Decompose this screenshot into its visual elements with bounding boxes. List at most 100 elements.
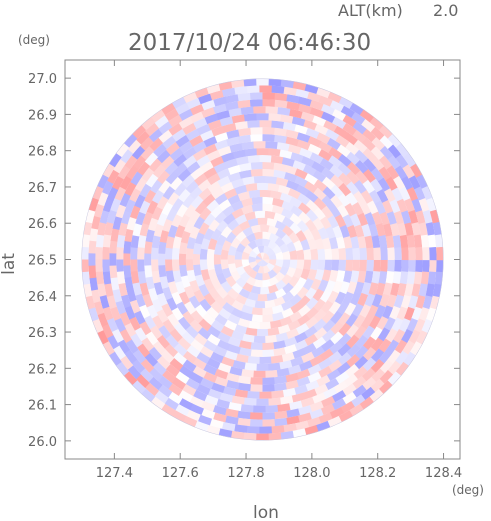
radar-cell <box>166 207 178 222</box>
radar-cell <box>232 360 246 370</box>
radar-cell <box>289 196 303 209</box>
radar-cell <box>307 269 318 282</box>
radar-cell <box>386 294 397 309</box>
radar-cell <box>120 294 132 309</box>
radar-cell <box>321 269 332 282</box>
radar-cell <box>422 259 430 273</box>
radar-cell <box>189 319 203 333</box>
radar-cell <box>213 96 228 107</box>
radar-cell <box>172 235 182 249</box>
radar-cell <box>336 236 346 250</box>
radar-cell <box>380 259 388 273</box>
radar-cell <box>175 371 190 385</box>
radar-cell <box>418 222 428 237</box>
radar-cell <box>270 425 285 434</box>
radar-cell <box>251 314 263 323</box>
radar-cell <box>156 169 171 184</box>
radar-cell <box>137 246 145 260</box>
radar-cell <box>250 349 263 357</box>
y-unit-label: (deg) <box>18 33 50 47</box>
radar-cell <box>132 222 143 237</box>
radar-cell <box>168 114 183 128</box>
radar-cell <box>180 275 191 289</box>
radar-cell <box>211 186 225 200</box>
radar-cell <box>321 237 332 250</box>
radar-cell <box>279 149 293 159</box>
radar-cell <box>217 145 232 157</box>
radar-cell <box>212 412 227 423</box>
radar-cell <box>262 342 275 351</box>
radar-cell <box>309 107 325 119</box>
radar-cell <box>376 316 389 331</box>
radar-cell <box>296 249 305 260</box>
radar-cell <box>408 259 416 273</box>
radar-cell <box>285 328 300 340</box>
radar-cell <box>331 108 347 122</box>
radar-cell <box>305 190 319 203</box>
radar-cell <box>313 187 327 201</box>
radar-cell <box>131 358 146 374</box>
radar-cell <box>321 195 335 209</box>
radar-cell <box>289 108 304 119</box>
radar-cell <box>328 155 343 169</box>
radar-cell <box>397 222 407 237</box>
radar-cell <box>307 143 323 156</box>
radar-cell <box>264 404 279 413</box>
radar-cell <box>81 246 89 260</box>
radar-cell <box>234 250 243 260</box>
radar-cell <box>361 367 376 382</box>
radar-cell <box>353 366 368 380</box>
radar-cell <box>173 322 187 337</box>
radar-cell <box>194 87 210 99</box>
radar-cell <box>120 148 134 164</box>
radar-cell <box>408 175 421 190</box>
radar-cell <box>92 185 104 200</box>
radar-cell <box>390 282 400 297</box>
radar-cell <box>256 148 269 156</box>
radar-cell <box>361 376 377 391</box>
radar-cell <box>99 294 110 309</box>
radar-cell <box>267 183 280 192</box>
radar-cell <box>425 307 437 323</box>
radar-cell <box>227 336 241 347</box>
radar-cell <box>354 345 369 360</box>
radar-cell <box>88 264 97 279</box>
x-tick-label: 128.0 <box>293 466 330 481</box>
radar-cell <box>331 248 340 260</box>
radar-cell <box>281 291 295 303</box>
radar-cell <box>182 310 195 325</box>
radar-cell <box>274 271 286 283</box>
radar-cell <box>249 384 263 392</box>
radar-cell <box>158 375 173 390</box>
y-tick-label: 26.6 <box>28 217 57 232</box>
radar-cell <box>124 154 138 170</box>
radar-cell <box>297 193 311 206</box>
radar-cell <box>89 276 99 291</box>
radar-cell <box>342 114 358 128</box>
radar-cell <box>274 288 287 299</box>
radar-cell <box>156 212 168 227</box>
radar-cell <box>289 250 298 260</box>
radar-cell <box>201 106 216 118</box>
radar-cell <box>251 203 263 212</box>
radar-cell <box>106 294 117 309</box>
radar-cell <box>256 259 263 267</box>
radar-cell <box>345 247 354 260</box>
radar-cell <box>286 180 300 191</box>
radar-cell <box>217 175 231 188</box>
radar-cell <box>268 253 277 260</box>
radar-cell <box>406 186 419 202</box>
radar-cell <box>261 412 276 420</box>
radar-cell <box>181 174 196 188</box>
radar-cell <box>182 350 197 364</box>
radar-cell <box>218 199 232 211</box>
radar-cell <box>401 175 414 191</box>
radar-cell <box>145 276 155 290</box>
radar-cell <box>165 363 180 378</box>
radar-cell <box>234 121 249 130</box>
radar-cell <box>305 306 319 320</box>
radar-cell <box>160 155 175 170</box>
radar-cell <box>362 325 375 340</box>
radar-cell <box>374 304 386 319</box>
radar-cell <box>271 120 285 129</box>
